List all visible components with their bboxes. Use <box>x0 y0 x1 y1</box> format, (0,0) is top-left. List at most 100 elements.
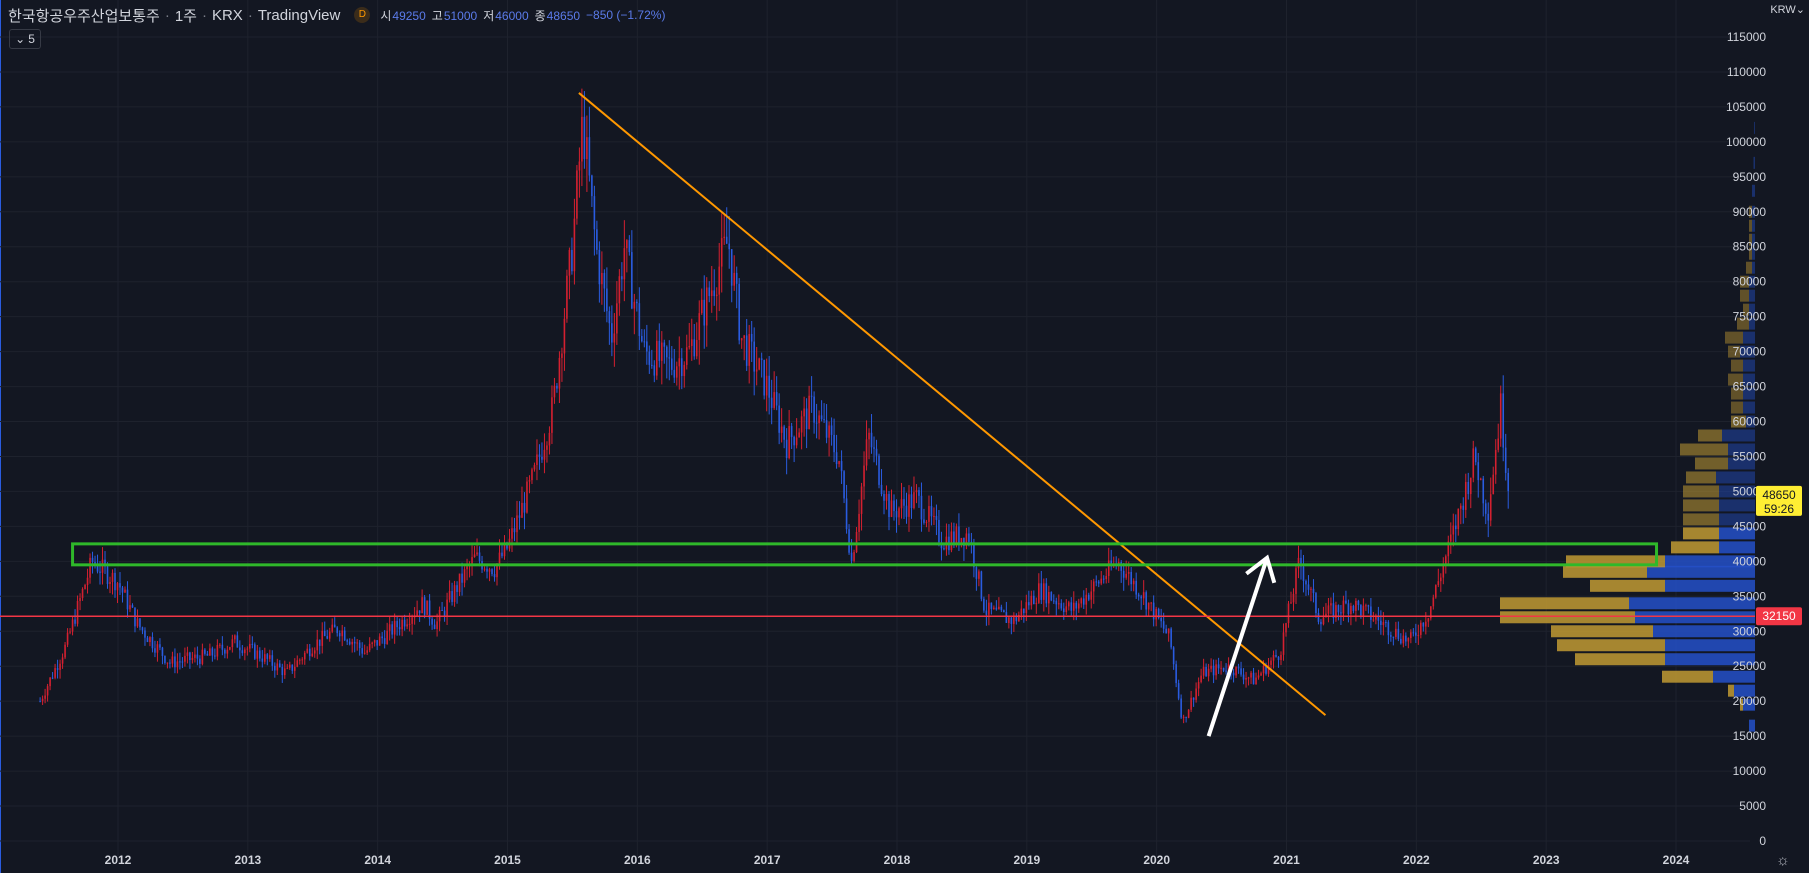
volume-profile-bar-up <box>1728 684 1734 697</box>
candle-body <box>1452 525 1455 535</box>
candle-body <box>99 571 101 573</box>
currency-selector[interactable]: KRW⌄ <box>1770 3 1805 16</box>
volume-profile-bar-up <box>1749 205 1752 218</box>
candle-body <box>1107 560 1110 576</box>
candle-body <box>1372 619 1375 621</box>
candle-body <box>483 568 486 570</box>
y-tick-label: 25000 <box>1733 659 1767 673</box>
candle-body <box>1447 541 1450 557</box>
candle-body <box>121 587 124 593</box>
candle-body <box>838 461 840 465</box>
candle-body <box>226 649 229 654</box>
candle-body <box>408 623 411 625</box>
candle-body <box>1095 581 1098 583</box>
candle-body <box>1105 575 1108 580</box>
candle-body <box>224 649 226 654</box>
y-tick-label: 90000 <box>1733 205 1767 219</box>
candle-body <box>658 340 661 361</box>
y-tick-label: 115000 <box>1727 30 1766 44</box>
candle-body <box>1040 583 1043 600</box>
candle-body <box>1342 600 1345 614</box>
candle-body <box>1282 632 1285 655</box>
candle-body <box>1225 670 1227 672</box>
candle-body <box>1454 525 1457 530</box>
volume-profile <box>1500 121 1755 732</box>
candle-body <box>323 630 326 637</box>
x-tick-label: 2024 <box>1663 853 1690 867</box>
volume-profile-bar-down <box>1743 387 1755 400</box>
resistance-zone-rectangle[interactable] <box>71 542 1659 567</box>
volume-profile-bar-up <box>1731 359 1743 372</box>
open-label: 시 <box>380 8 392 23</box>
settings-gear-icon[interactable]: ☼ <box>1776 852 1790 869</box>
candle-body <box>1100 578 1103 584</box>
hline-price-tag <box>1756 607 1802 626</box>
candle-body <box>868 432 870 440</box>
candle-body <box>189 652 191 661</box>
candle-body <box>176 661 179 668</box>
volume-profile-bar-up <box>1740 289 1749 302</box>
trendline-drawing[interactable] <box>578 92 1327 716</box>
arrow-drawing[interactable] <box>1206 557 1269 737</box>
candle-body <box>568 249 571 276</box>
candle-body <box>466 566 468 570</box>
y-tick-label: 70000 <box>1733 345 1767 359</box>
candle-body <box>318 639 321 646</box>
candle-body <box>1010 617 1013 624</box>
candle-body <box>586 137 588 160</box>
candle-body <box>159 644 161 648</box>
candle-body <box>1057 603 1060 605</box>
candle-body <box>316 639 319 651</box>
volume-profile-bar-down <box>1743 331 1755 344</box>
candle-body <box>1142 592 1145 599</box>
indicators-toggle-button[interactable]: ⌄ 5 <box>9 29 41 49</box>
candle-body <box>1352 605 1355 611</box>
candle-body <box>523 502 526 513</box>
candle-body <box>286 667 289 669</box>
candle-body <box>591 175 593 197</box>
volume-profile-bar-down <box>1728 443 1755 456</box>
volume-profile-bar-down <box>1716 471 1755 484</box>
candle-body <box>1290 602 1292 604</box>
y-tick-label: 80000 <box>1733 275 1767 289</box>
interval-label[interactable]: 1주 <box>174 7 197 25</box>
volume-profile-bar-down <box>1719 499 1755 512</box>
arrow-head[interactable] <box>1245 554 1277 584</box>
high-value: 고51000 <box>431 8 478 23</box>
candle-body <box>1390 635 1392 637</box>
volume-profile-bar-down <box>1752 261 1755 274</box>
data-status-badge[interactable]: D <box>354 7 371 23</box>
candle-body <box>328 631 331 639</box>
candle-body <box>346 640 349 642</box>
candle-body <box>1120 562 1123 571</box>
candle-body <box>1132 580 1135 585</box>
candle-body <box>735 272 738 284</box>
candle-body <box>1449 534 1452 542</box>
candle-body <box>1028 602 1030 606</box>
candle-body <box>81 588 84 599</box>
candle-body <box>593 196 596 230</box>
candle-body <box>571 249 573 272</box>
volume-profile-bar-up <box>1680 443 1728 456</box>
candle-body <box>521 502 523 518</box>
candle-body <box>1362 605 1365 616</box>
candle-body <box>199 658 201 664</box>
candle-body <box>313 650 316 654</box>
volume-profile-bar-up <box>1737 317 1749 330</box>
price-axis[interactable]: 0 5000 10000 15000 20000 25000 30000 35000 40000… <box>1726 30 1766 848</box>
candle-body <box>566 275 568 319</box>
time-axis[interactable]: 2012 2013 2014 2015 2016 2017 2018 2019 2020 2021… <box>105 853 1690 867</box>
symbol-name[interactable]: 한국항공우주산업보통주 <box>8 7 160 25</box>
volume-profile-bar-up <box>1731 415 1746 428</box>
volume-profile-bar-down <box>1752 247 1755 260</box>
candle-body <box>69 631 71 633</box>
candle-body <box>1127 571 1130 574</box>
candle-body <box>1385 622 1387 624</box>
candle-body <box>358 642 361 649</box>
candle-body <box>146 637 149 643</box>
candle-body <box>1357 600 1360 606</box>
x-tick-label: 2016 <box>624 853 651 867</box>
volume-profile-bar-up <box>1749 219 1752 232</box>
low-label: 저 <box>483 8 495 23</box>
